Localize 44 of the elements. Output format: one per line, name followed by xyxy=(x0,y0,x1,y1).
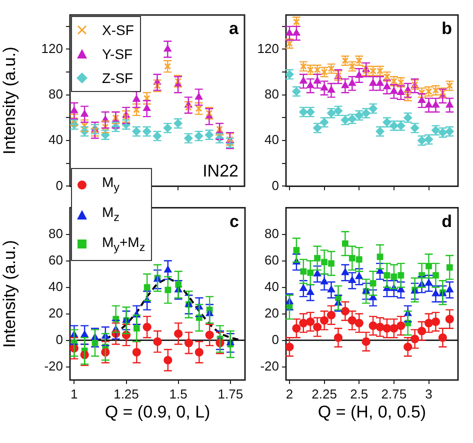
y-tick-label: 80 xyxy=(48,86,63,102)
x-tick-label: 1.75 xyxy=(218,386,244,402)
x-tick-label: 1.25 xyxy=(114,386,139,402)
x-tick-label: 1.5 xyxy=(169,386,188,402)
y-tick-label: 80 xyxy=(264,226,279,241)
y-tick-label: 0 xyxy=(56,332,63,347)
y-tick-label: 80 xyxy=(264,86,279,102)
annotation: d xyxy=(442,212,452,231)
y-tick-label: 20 xyxy=(264,305,279,320)
legend-label: M$_{y}$ xyxy=(102,173,120,196)
annotation: b xyxy=(442,19,452,38)
legend-label: Z-SF xyxy=(102,69,134,88)
legend-label: X-SF xyxy=(102,21,134,40)
x-axis-title: Q = (0.9, 0, L) xyxy=(104,402,210,422)
y-tick-label: 0 xyxy=(272,178,279,193)
y-tick-label: 40 xyxy=(264,132,279,148)
x-tick-label: 2.5 xyxy=(350,386,368,402)
x-tick-label: 3 xyxy=(425,386,432,402)
y-tick-label: 40 xyxy=(264,278,279,294)
x-tick-label: 2 xyxy=(286,386,294,402)
y-tick-label: 0 xyxy=(56,178,63,193)
y-tick-label: 60 xyxy=(264,252,279,268)
y-tick-label: -20 xyxy=(260,358,279,374)
legend-label: Y-SF xyxy=(102,45,133,64)
annotation: a xyxy=(229,19,240,38)
x-tick-label: 2.25 xyxy=(312,386,337,402)
annotation: c xyxy=(230,212,239,231)
y-tick-label: 120 xyxy=(41,40,63,56)
y-tick-label: 40 xyxy=(48,132,63,148)
annotation: IN22 xyxy=(202,161,238,180)
y-axis-title: Intensity (a.u.) xyxy=(0,240,19,348)
y-tick-label: 0 xyxy=(272,332,279,347)
y-tick-label: 20 xyxy=(48,305,63,320)
y-tick-label: -20 xyxy=(44,358,63,374)
x-axis-title: Q = (H, 0, 0.5) xyxy=(318,402,426,422)
y-tick-label: 120 xyxy=(257,40,279,56)
y-tick-label: 40 xyxy=(48,278,63,294)
x-tick-label: 2.75 xyxy=(381,386,407,402)
x-tick-label: 1 xyxy=(70,386,78,402)
y-tick-label: 60 xyxy=(48,252,63,268)
legend-label: M$_{z}$ xyxy=(102,202,120,226)
legend-label: M$_{y}$+M$_{z}$ xyxy=(102,232,146,256)
y-axis-title: Intensity (a.u.) xyxy=(0,46,19,154)
y-tick-label: 80 xyxy=(48,226,63,241)
